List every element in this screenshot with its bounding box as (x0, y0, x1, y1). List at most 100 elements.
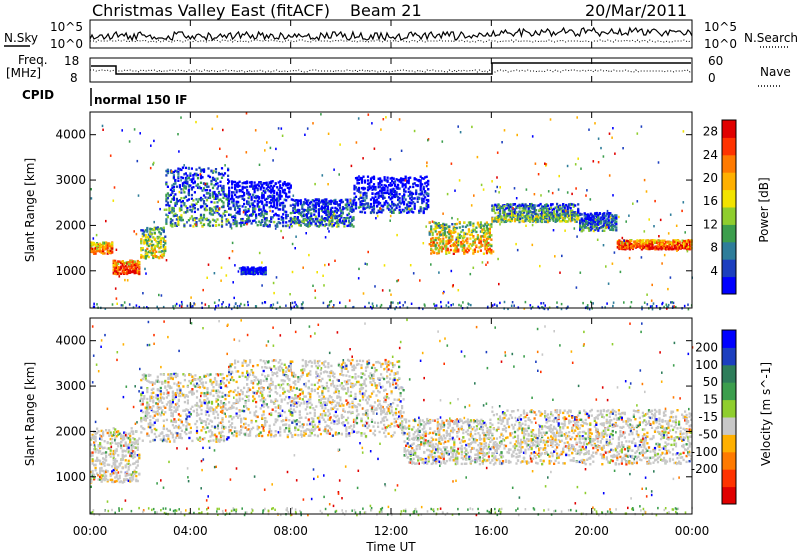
range-cell (277, 181, 280, 184)
range-cell (234, 187, 237, 191)
range-cell (445, 252, 448, 255)
range-cell (132, 260, 135, 264)
noise-cell (409, 264, 412, 267)
range-cell (156, 236, 159, 240)
range-cell (165, 199, 168, 203)
range-cell (589, 219, 592, 222)
noise-cell (621, 236, 624, 240)
range-cell (491, 208, 494, 211)
noise-cell (684, 231, 686, 234)
range-cell (295, 220, 298, 223)
range-cell (395, 204, 398, 207)
range-cell (193, 191, 196, 194)
range-cell (258, 196, 261, 199)
range-cell (270, 184, 273, 188)
range-cell (525, 210, 529, 213)
range-cell (316, 217, 319, 220)
range-cell (646, 244, 649, 247)
range-cell (449, 238, 452, 242)
range-cell (109, 249, 112, 253)
range-cell (146, 239, 149, 243)
range-cell (222, 205, 225, 209)
range-cell (544, 213, 547, 216)
range-cell (256, 187, 259, 190)
range-cell (571, 219, 574, 222)
noise-cell (566, 164, 569, 168)
range-cell (155, 255, 158, 258)
noise-cell (292, 194, 295, 197)
range-cell (214, 224, 218, 227)
range-cell (314, 198, 317, 201)
range-cell (595, 223, 598, 226)
range-cell (253, 205, 256, 208)
range-cell (497, 214, 500, 218)
range-cell (280, 195, 283, 198)
noise-cell (456, 239, 458, 243)
range-cell (159, 232, 162, 235)
ground-cell (672, 301, 675, 305)
range-cell (149, 235, 152, 238)
noise-cell (552, 219, 555, 222)
range-cell (363, 193, 367, 196)
ground-cell (540, 302, 542, 305)
range-cell (235, 204, 238, 207)
range-cell (424, 196, 427, 199)
date-title: 20/Mar/2011 (585, 1, 687, 20)
range-cell (376, 192, 379, 195)
range-cell (389, 210, 392, 213)
range-cell (205, 185, 209, 188)
range-cell (265, 187, 268, 190)
range-cell (146, 254, 149, 258)
range-cell (144, 257, 147, 260)
noise-cell (126, 279, 129, 282)
noise-cell (676, 249, 678, 252)
range-cell (193, 218, 196, 222)
range-cell (346, 208, 349, 211)
range-cell (150, 240, 153, 243)
range-cell (634, 240, 637, 243)
range-cell (237, 196, 240, 199)
ground-cell (440, 300, 442, 304)
range-cell (193, 172, 196, 176)
noise-cell (305, 232, 307, 235)
range-cell (580, 220, 583, 223)
range-cell (106, 244, 109, 247)
range-cell (571, 213, 574, 217)
range-cell (419, 209, 422, 213)
freq-label: Freq. (18, 53, 48, 67)
range-cell (180, 200, 183, 204)
range-cell (490, 244, 493, 248)
ground-cell (222, 301, 224, 304)
range-cell (449, 244, 452, 248)
range-cell (479, 245, 482, 248)
range-cell (90, 250, 93, 253)
noise-cell (618, 215, 620, 219)
range-cell (293, 199, 296, 202)
range-cell (591, 218, 594, 221)
range-cell (136, 272, 139, 275)
range-cell (418, 197, 421, 200)
noise-cell (314, 296, 317, 299)
noise-cell (426, 161, 428, 164)
range-cell (152, 249, 155, 253)
range-cell (238, 195, 241, 198)
range-cell (174, 214, 177, 217)
range-cell (295, 202, 298, 205)
range-cell (207, 167, 210, 170)
range-cell (220, 172, 224, 176)
range-cell (213, 211, 216, 214)
range-cell (366, 204, 370, 207)
range-cell (463, 244, 466, 247)
range-cell (180, 208, 183, 212)
range-cell (189, 208, 192, 212)
noise-cell (322, 274, 324, 277)
range-cell (341, 200, 344, 204)
noise-cell (199, 173, 202, 176)
range-cell (532, 204, 535, 207)
range-cell (162, 226, 165, 229)
range-cell (268, 186, 271, 189)
noise-cell (675, 224, 678, 227)
range-cell (398, 208, 401, 212)
range-cell (240, 224, 243, 228)
noise-cell (230, 227, 233, 230)
